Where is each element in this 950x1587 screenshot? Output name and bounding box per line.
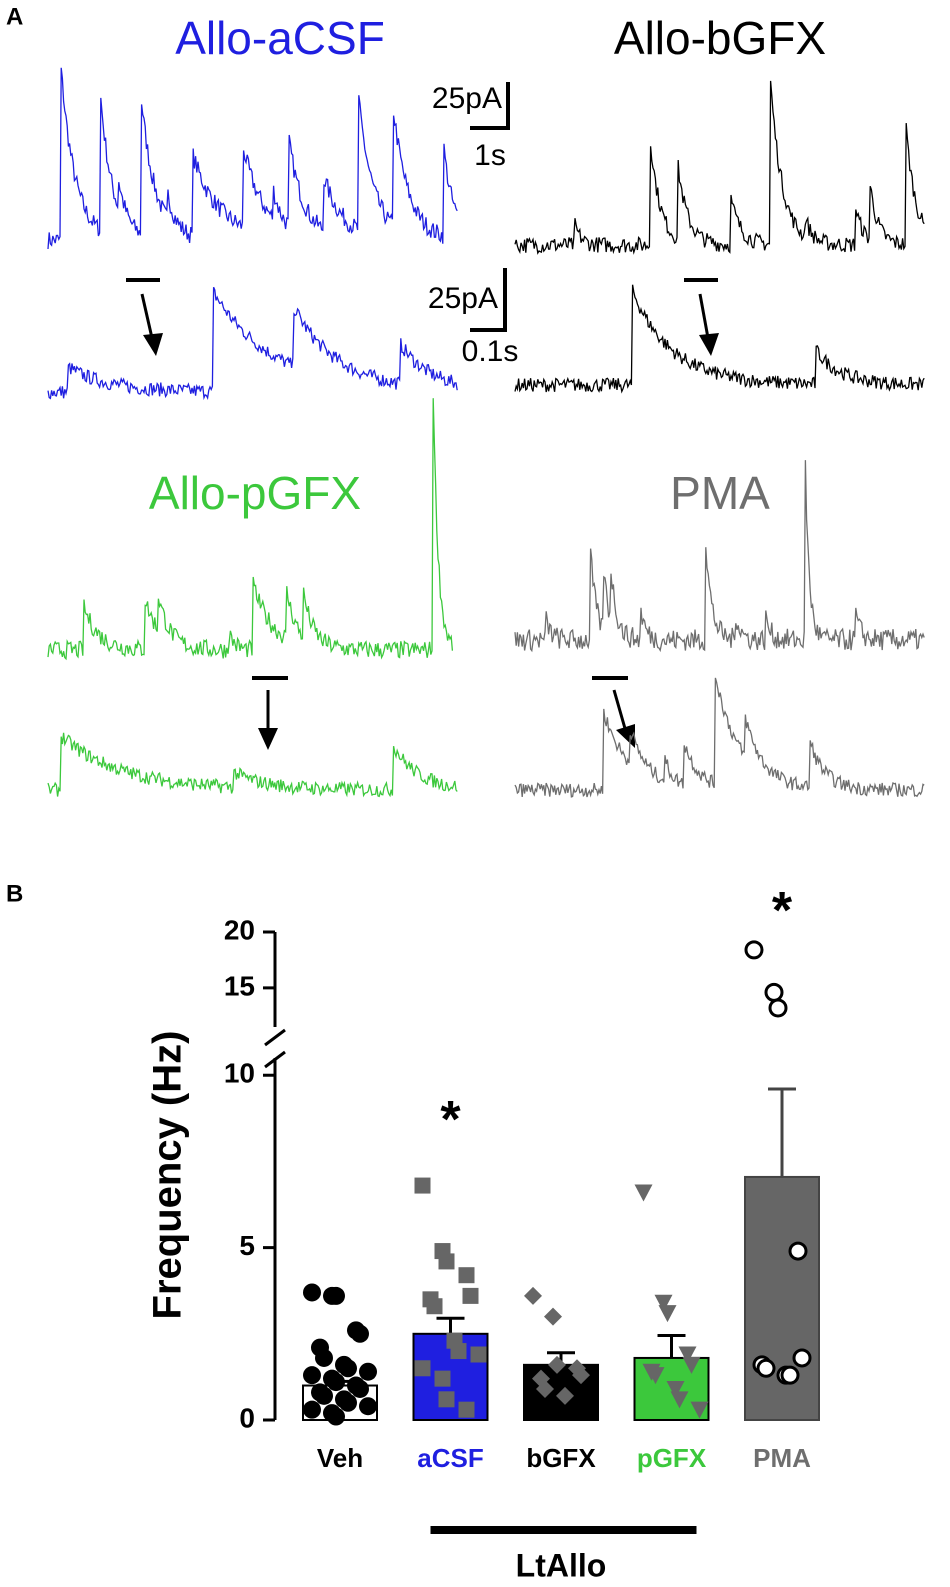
y-tick-label: 15 — [224, 970, 255, 1001]
data-point — [303, 1400, 321, 1419]
trace-title: Allo-bGFX — [614, 12, 826, 64]
y-tick-label: 5 — [239, 1230, 255, 1261]
data-point — [768, 998, 788, 1018]
significance-marker: * — [772, 882, 793, 940]
trace-title: PMA — [670, 467, 770, 519]
current-trace — [47, 67, 458, 250]
x-tick-label: aCSF — [417, 1443, 483, 1473]
scale-bar — [470, 82, 510, 130]
data-point — [670, 1391, 689, 1409]
data-point — [450, 1343, 467, 1360]
arrowheads — [143, 333, 719, 750]
current-trace — [514, 677, 925, 798]
current-trace — [47, 286, 458, 401]
data-point — [524, 1286, 542, 1305]
data-point — [792, 1348, 812, 1368]
data-point — [438, 1253, 455, 1270]
data-point — [414, 1177, 431, 1194]
data-point — [548, 1355, 566, 1374]
data-point — [654, 1294, 673, 1312]
data-point — [658, 1305, 677, 1323]
data-point — [764, 982, 784, 1002]
panel-label: A — [6, 3, 23, 30]
significance-marker: * — [440, 1091, 461, 1149]
data-point — [327, 1286, 345, 1305]
data-point — [690, 1401, 709, 1419]
data-point — [339, 1393, 357, 1412]
y-axis-label: Frequency (Hz) — [146, 1031, 190, 1320]
data-point — [678, 1346, 697, 1364]
data-point — [634, 1184, 653, 1202]
scale-label: 25pA — [432, 82, 502, 115]
data-point — [780, 1365, 800, 1385]
data-point — [544, 1307, 562, 1326]
y-tick-label: 0 — [239, 1402, 255, 1433]
x-tick-label: Veh — [317, 1443, 363, 1473]
data-point — [458, 1267, 475, 1284]
data-point — [744, 940, 764, 960]
current-trace — [514, 460, 925, 653]
data-point — [359, 1397, 377, 1416]
data-point — [666, 1380, 685, 1398]
data-point — [315, 1348, 333, 1367]
current-trace — [514, 284, 925, 394]
y-tick-label: 10 — [224, 1058, 255, 1089]
data-point — [556, 1386, 574, 1405]
data-point — [315, 1386, 333, 1405]
data-point — [351, 1379, 369, 1398]
data-point — [646, 1367, 665, 1385]
data-point — [458, 1401, 475, 1418]
scale-bar — [470, 268, 507, 332]
data-point — [470, 1346, 487, 1363]
data-point — [414, 1360, 431, 1377]
data-point — [756, 1358, 776, 1378]
trace-title: Allo-aCSF — [175, 12, 385, 64]
x-tick-label: pGFX — [637, 1443, 707, 1473]
current-trace — [514, 80, 925, 255]
scale-label: 25pA — [428, 282, 498, 315]
x-tick-label: bGFX — [526, 1443, 596, 1473]
scale-label: 0.1s — [462, 335, 519, 368]
data-point — [303, 1283, 321, 1302]
y-tick-label: 20 — [224, 914, 255, 945]
data-point — [351, 1324, 369, 1343]
data-point — [438, 1391, 455, 1408]
data-point — [359, 1362, 377, 1381]
current-trace — [47, 732, 458, 798]
data-point — [682, 1356, 701, 1374]
data-point — [327, 1373, 345, 1392]
data-point — [339, 1359, 357, 1378]
panel-label: B — [6, 880, 23, 907]
trace-title: Allo-pGFX — [149, 467, 361, 519]
data-point — [327, 1407, 345, 1426]
data-point — [426, 1298, 443, 1315]
data-point — [462, 1287, 479, 1304]
data-point — [536, 1379, 554, 1398]
x-tick-label: PMA — [753, 1443, 811, 1473]
data-point — [572, 1366, 590, 1385]
scale-label: 1s — [474, 139, 506, 172]
zoom-markers — [126, 278, 718, 733]
data-point — [434, 1370, 451, 1387]
data-point — [303, 1366, 321, 1385]
data-point — [788, 1241, 808, 1261]
current-trace — [47, 398, 454, 661]
group-label: LtAllo — [516, 1547, 607, 1583]
